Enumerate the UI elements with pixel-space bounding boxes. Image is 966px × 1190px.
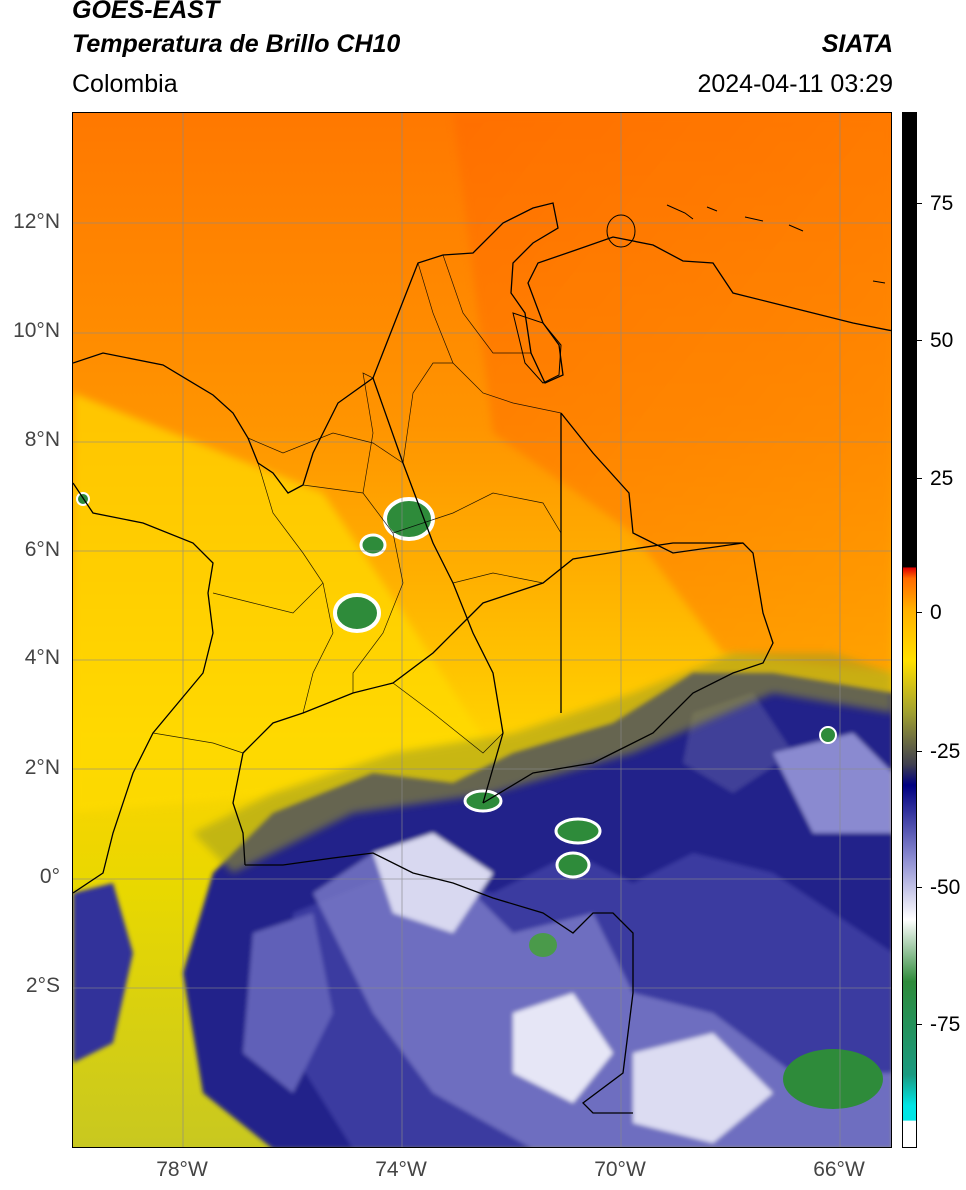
cbar-tick-m25: -25 bbox=[930, 740, 961, 763]
agency-label: SIATA bbox=[821, 30, 893, 58]
department-borders bbox=[152, 254, 562, 754]
colorbar bbox=[902, 112, 917, 1148]
lon-tick-66w: 66°W bbox=[813, 1158, 865, 1181]
cbar-mark-m50 bbox=[917, 887, 922, 888]
cbar-mark-75 bbox=[917, 203, 922, 204]
lat-tick-0: 0° bbox=[39, 865, 60, 888]
region-label: Colombia bbox=[72, 70, 178, 98]
lon-tick-74w: 74°W bbox=[375, 1158, 427, 1181]
lat-tick-6n: 6°N bbox=[24, 538, 60, 561]
islands bbox=[512, 204, 886, 384]
cbar-tick-50: 50 bbox=[930, 329, 954, 352]
cbar-tick-m50: -50 bbox=[930, 876, 961, 899]
cbar-mark-0 bbox=[917, 612, 922, 613]
lon-tick-78w: 78°W bbox=[156, 1158, 208, 1181]
lat-tick-10n: 10°N bbox=[13, 319, 60, 342]
colorbar-gradient bbox=[903, 113, 916, 1147]
olive-transition bbox=[193, 653, 891, 873]
map-canvas bbox=[73, 113, 891, 1147]
lat-tick-8n: 8°N bbox=[24, 428, 60, 451]
lat-tick-2s: 2°S bbox=[25, 974, 60, 997]
lat-tick-12n: 12°N bbox=[13, 210, 60, 233]
country-borders bbox=[73, 202, 891, 1114]
title-line-2: Temperatura de Brillo CH10 bbox=[72, 30, 401, 58]
lon-tick-70w: 70°W bbox=[594, 1158, 646, 1181]
cbar-tick-m75: -75 bbox=[930, 1013, 961, 1036]
lat-tick-4n: 4°N bbox=[24, 646, 60, 669]
cbar-tick-75: 75 bbox=[930, 192, 954, 215]
lat-tick-2n: 2°N bbox=[24, 756, 60, 779]
satellite-map bbox=[72, 112, 892, 1148]
east-warm-field bbox=[453, 113, 891, 673]
cbar-mark-25 bbox=[917, 478, 922, 479]
cbar-mark-50 bbox=[917, 340, 922, 341]
graticule bbox=[73, 113, 891, 1147]
title-line-1: GOES-EAST bbox=[72, 0, 220, 24]
cbar-mark-m75 bbox=[917, 1024, 922, 1025]
cbar-tick-25: 25 bbox=[930, 467, 954, 490]
cbar-mark-m25 bbox=[917, 751, 922, 752]
datetime-label: 2024-04-11 03:29 bbox=[697, 70, 893, 98]
cbar-tick-0: 0 bbox=[930, 601, 942, 624]
